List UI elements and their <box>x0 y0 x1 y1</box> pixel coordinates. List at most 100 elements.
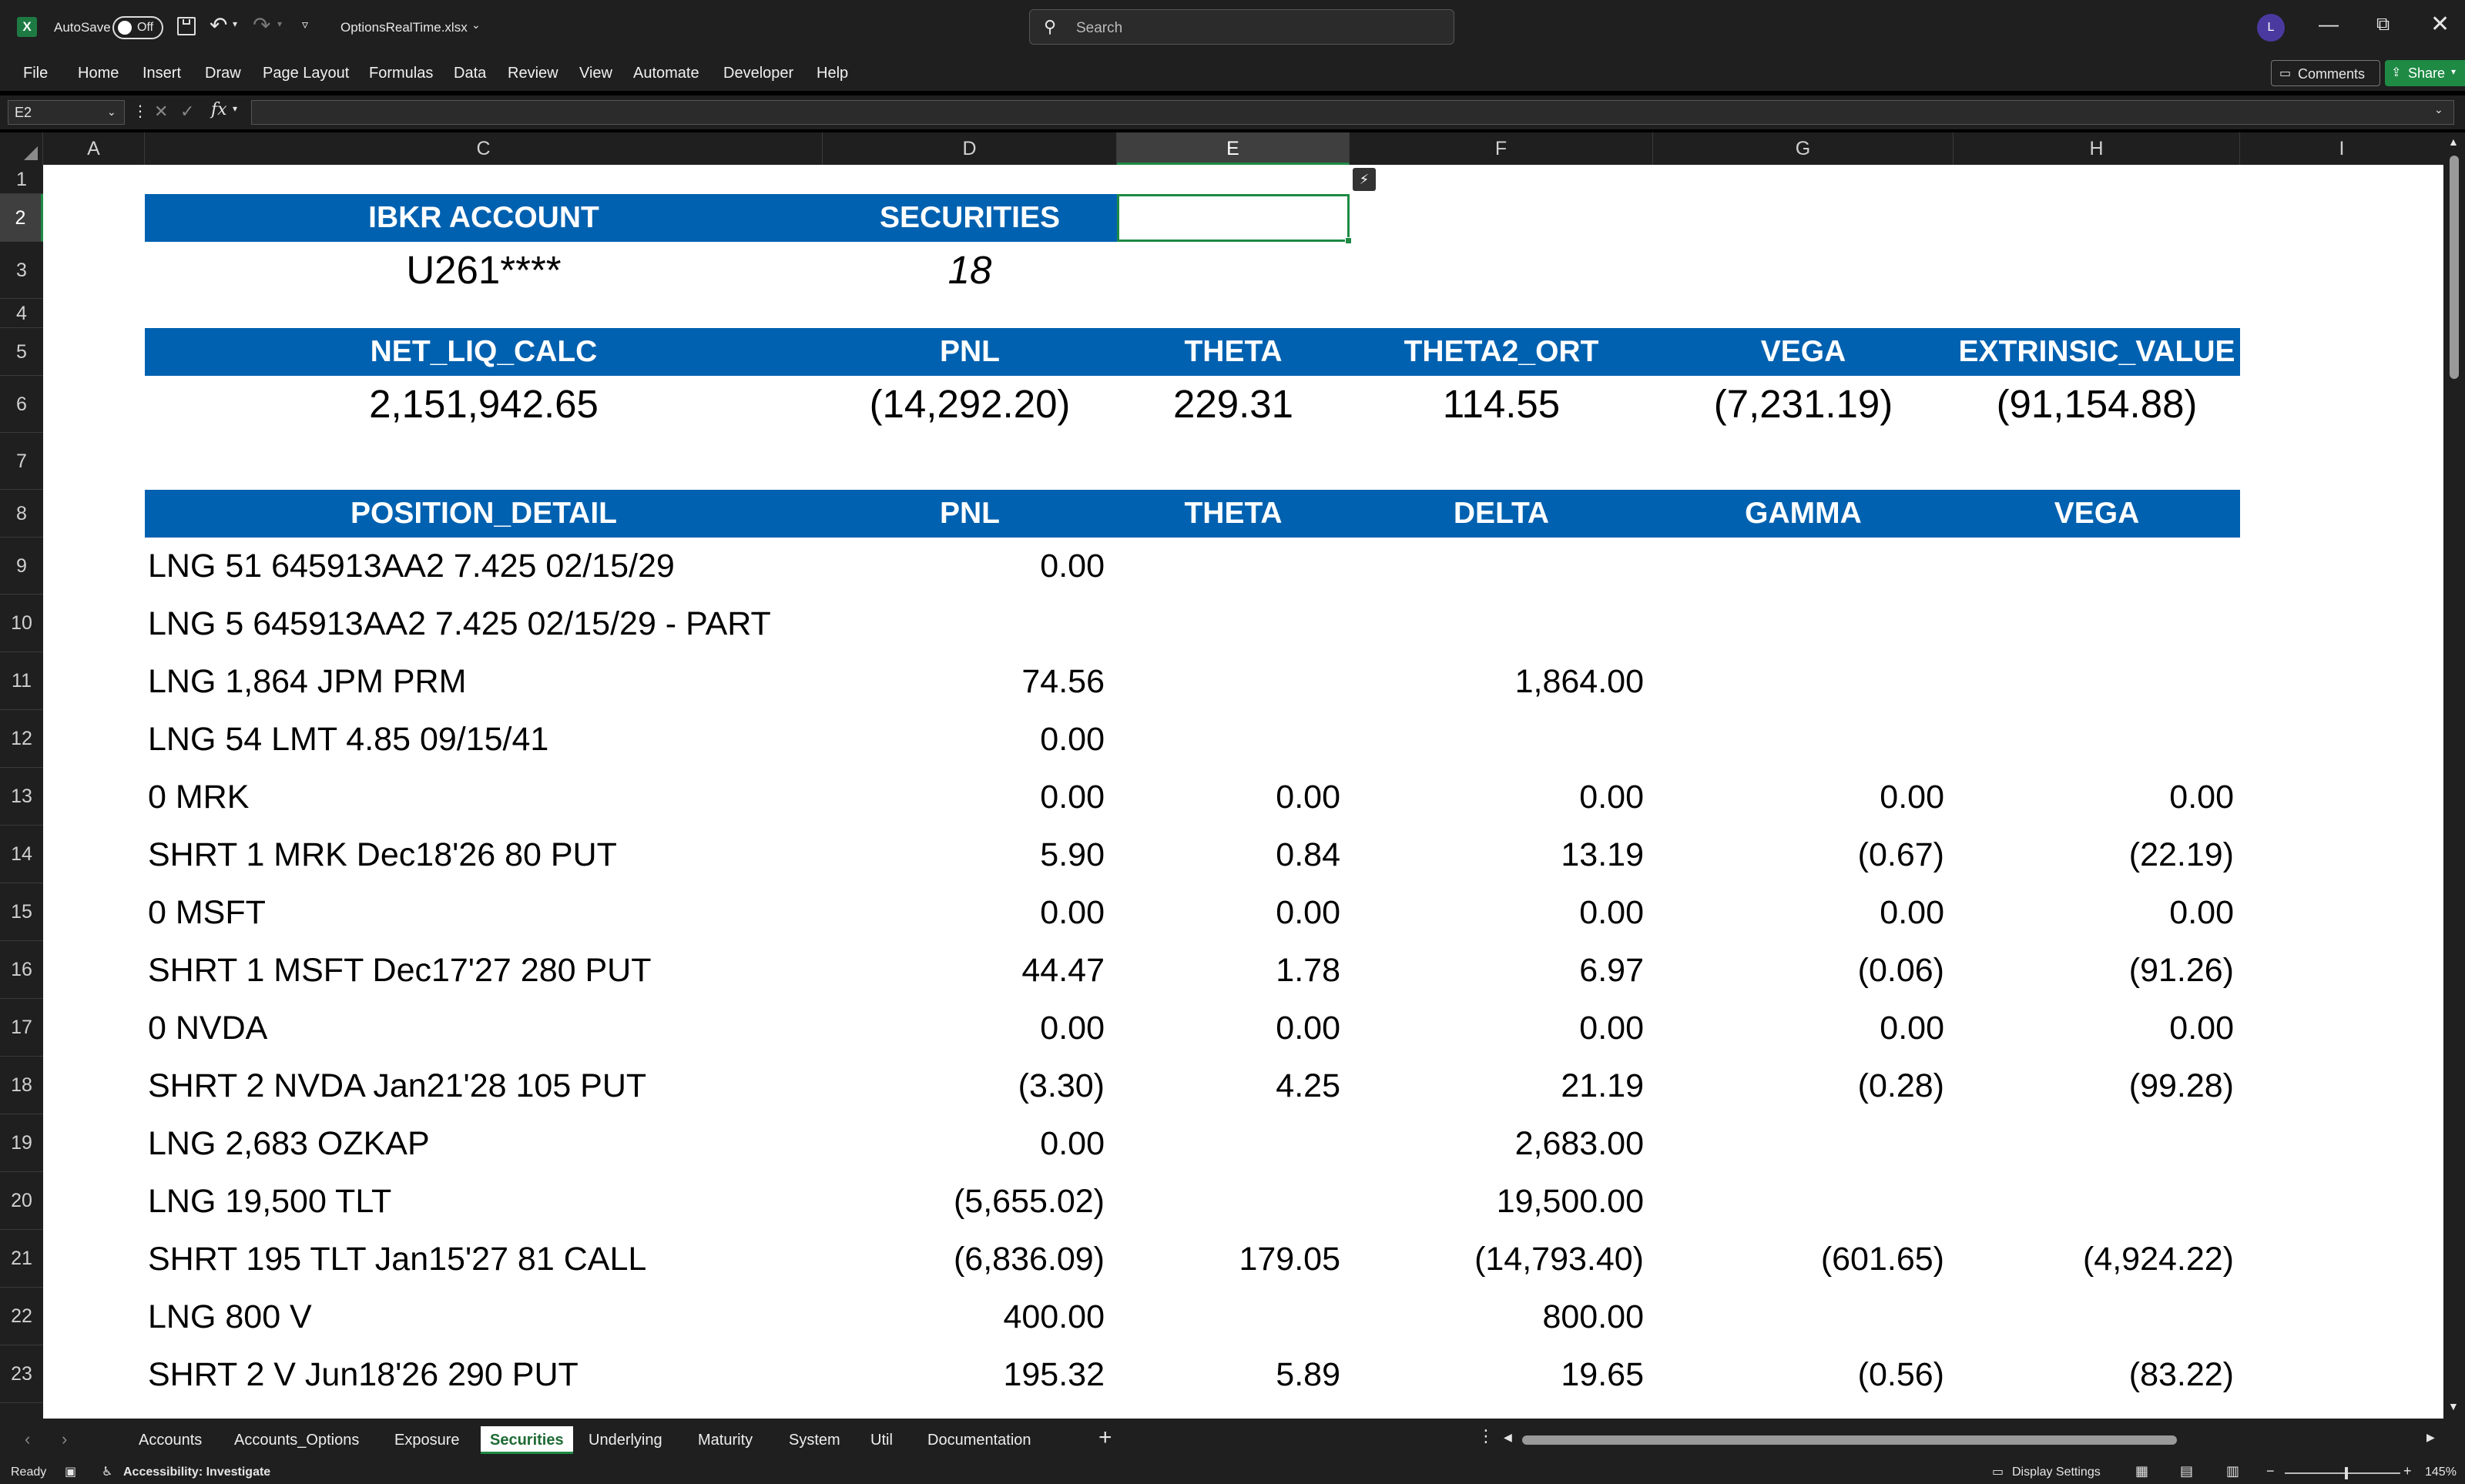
page-layout-view-icon[interactable]: ▤ <box>2180 1463 2194 1479</box>
row-header[interactable]: 13 <box>0 768 43 826</box>
position-pnl[interactable]: 0.00 <box>1040 779 1105 816</box>
position-delta[interactable]: 6.97 <box>1579 952 1644 989</box>
position-delta[interactable]: 19.65 <box>1561 1356 1644 1393</box>
position-pnl[interactable]: 400.00 <box>1003 1298 1105 1335</box>
position-theta[interactable]: 0.00 <box>1276 779 1340 816</box>
tab-options-icon[interactable]: ⋮ <box>1477 1426 1494 1445</box>
row-header[interactable]: 6 <box>0 376 43 433</box>
quick-analysis-icon[interactable]: ⚡ <box>1353 168 1376 191</box>
position-vega[interactable] <box>1954 538 2234 595</box>
row-header[interactable]: 11 <box>0 652 43 710</box>
column-header-g[interactable]: G <box>1653 132 1954 165</box>
column-header-d[interactable]: D <box>823 132 1117 165</box>
position-delta[interactable] <box>1350 538 1644 595</box>
horizontal-scroll-thumb[interactable] <box>1522 1435 2177 1445</box>
position-name[interactable]: 0 MSFT <box>148 894 266 931</box>
row-header[interactable]: 14 <box>0 826 43 883</box>
filename[interactable]: OptionsRealTime.xlsx <box>340 20 468 35</box>
position-name[interactable]: SHRT 1 MRK Dec18'26 80 PUT <box>148 836 617 873</box>
position-name[interactable]: LNG 51 645913AA2 7.425 02/15/29 <box>148 548 675 585</box>
tab-maturity[interactable]: Maturity <box>698 1432 753 1449</box>
hscroll-left-icon[interactable]: ◀ <box>1504 1431 1512 1443</box>
position-gamma[interactable]: 0.00 <box>1880 779 1944 816</box>
position-delta[interactable]: 2,683.00 <box>1514 1125 1644 1162</box>
position-name[interactable]: SHRT 2 NVDA Jan21'28 105 PUT <box>148 1067 647 1104</box>
menu-formulas[interactable]: Formulas <box>369 65 434 82</box>
select-all-corner[interactable] <box>0 132 43 165</box>
position-theta[interactable] <box>1117 653 1340 710</box>
position-theta[interactable] <box>1117 595 1340 652</box>
insert-function-button[interactable]: fx <box>211 100 227 119</box>
row-header[interactable]: 4 <box>0 299 43 328</box>
tab-system[interactable]: System <box>789 1432 840 1449</box>
position-gamma[interactable]: (0.06) <box>1857 952 1944 989</box>
tab-scroll-right-icon[interactable]: › <box>62 1429 68 1449</box>
zoom-in-icon[interactable]: + <box>2403 1463 2412 1479</box>
position-theta[interactable]: 0.00 <box>1276 1010 1340 1047</box>
position-gamma[interactable] <box>1653 653 1944 710</box>
position-delta[interactable]: 0.00 <box>1579 894 1644 931</box>
row-header[interactable]: 23 <box>0 1345 43 1403</box>
position-theta[interactable] <box>1117 1173 1340 1230</box>
position-delta[interactable]: 800.00 <box>1542 1298 1644 1335</box>
comments-button[interactable]: ▭ Comments <box>2271 60 2380 86</box>
position-theta[interactable] <box>1117 538 1340 595</box>
position-name[interactable]: LNG 5 645913AA2 7.425 02/15/29 - PART <box>148 605 771 642</box>
position-name[interactable]: SHRT 2 V Jun18'26 290 PUT <box>148 1356 579 1393</box>
position-name[interactable]: SHRT 1 MSFT Dec17'27 280 PUT <box>148 952 652 989</box>
position-gamma[interactable]: (0.28) <box>1857 1067 1944 1104</box>
restore-icon[interactable]: ⧉ <box>2376 14 2390 35</box>
menu-review[interactable]: Review <box>508 65 558 82</box>
position-vega[interactable] <box>1954 1173 2234 1230</box>
close-icon[interactable]: ✕ <box>2430 12 2450 37</box>
row-header[interactable]: 9 <box>0 538 43 595</box>
position-delta[interactable] <box>1350 595 1644 652</box>
position-vega[interactable] <box>1954 1115 2234 1172</box>
tab-exposure[interactable]: Exposure <box>394 1432 460 1449</box>
menu-data[interactable]: Data <box>454 65 487 82</box>
position-theta[interactable]: 179.05 <box>1239 1241 1340 1278</box>
normal-view-icon[interactable]: ▦ <box>2135 1463 2149 1479</box>
redo-dropdown-icon[interactable]: ▾ <box>277 18 283 29</box>
save-icon[interactable] <box>177 17 196 35</box>
position-pnl[interactable]: 74.56 <box>1021 663 1105 700</box>
position-pnl[interactable]: (6,836.09) <box>953 1241 1105 1278</box>
position-pnl[interactable]: (5,655.02) <box>953 1183 1105 1220</box>
row-header[interactable]: 20 <box>0 1172 43 1230</box>
tab-accounts[interactable]: Accounts <box>139 1432 203 1449</box>
row-header[interactable]: 15 <box>0 883 43 941</box>
undo-icon[interactable]: ↶ <box>210 13 228 37</box>
autosave-toggle[interactable]: Off <box>112 16 163 39</box>
redo-icon[interactable]: ↷ <box>253 13 271 37</box>
tab-scroll-left-icon[interactable]: ‹ <box>25 1429 31 1449</box>
confirm-edit-icon[interactable]: ✓ <box>180 102 195 121</box>
column-header-e[interactable]: E <box>1117 132 1350 165</box>
position-gamma[interactable] <box>1653 1288 1944 1345</box>
position-gamma[interactable] <box>1653 1115 1944 1172</box>
page-break-view-icon[interactable]: ▥ <box>2226 1463 2240 1479</box>
position-name[interactable]: LNG 1,864 JPM PRM <box>148 663 467 700</box>
formula-input[interactable] <box>251 100 2454 125</box>
menu-file[interactable]: File <box>23 65 49 82</box>
position-name[interactable]: LNG 800 V <box>148 1298 312 1335</box>
menu-page-layout[interactable]: Page Layout <box>263 65 350 82</box>
column-header-i[interactable]: I <box>2339 138 2345 159</box>
expand-formula-icon[interactable]: ⌄ <box>2434 103 2443 116</box>
menu-help[interactable]: Help <box>817 65 849 82</box>
display-settings-icon[interactable]: ▭ <box>1992 1466 2004 1479</box>
position-pnl[interactable]: 5.90 <box>1040 836 1105 873</box>
position-vega[interactable]: (99.28) <box>2128 1067 2234 1104</box>
column-header-f[interactable]: F <box>1350 132 1653 165</box>
position-gamma[interactable]: (601.65) <box>1820 1241 1944 1278</box>
position-gamma[interactable]: 0.00 <box>1880 894 1944 931</box>
position-pnl[interactable]: 0.00 <box>1040 548 1105 585</box>
position-vega[interactable]: 0.00 <box>2169 779 2234 816</box>
row-header[interactable]: 3 <box>0 242 43 299</box>
position-theta[interactable]: 1.78 <box>1276 952 1340 989</box>
accessibility-status[interactable]: Accessibility: Investigate <box>123 1466 271 1479</box>
scroll-up-icon[interactable]: ▲ <box>2448 136 2459 148</box>
position-pnl[interactable]: 0.00 <box>1040 1125 1105 1162</box>
menu-automate[interactable]: Automate <box>633 65 699 82</box>
menu-insert[interactable]: Insert <box>143 65 182 82</box>
position-delta[interactable] <box>1350 711 1644 768</box>
